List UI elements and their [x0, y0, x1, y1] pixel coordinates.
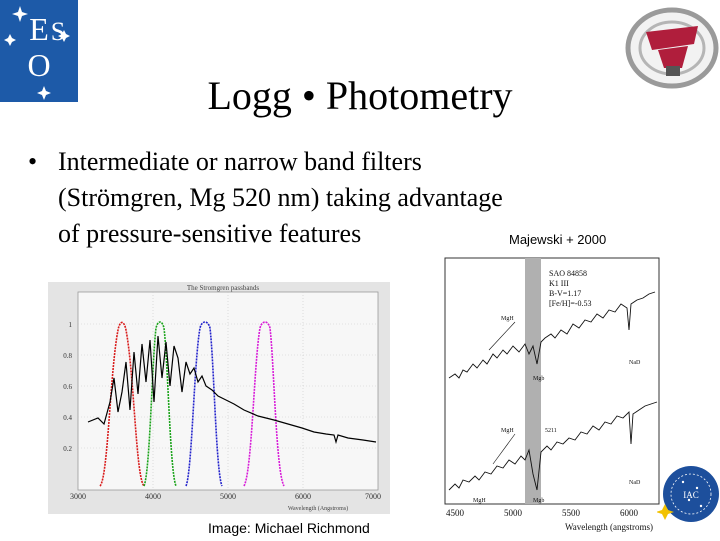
iac-logo-text: IAC [683, 490, 699, 500]
passband-b [185, 321, 223, 487]
y-tick-label: 0.6 [63, 383, 72, 391]
x-tick-label: 6000 [295, 492, 311, 501]
feature-label-nad: NaD [629, 360, 641, 366]
feature-label-mgb: Mgb [533, 376, 544, 382]
slide-title: Logg • Photometry [207, 73, 513, 118]
star-icon [656, 504, 674, 520]
bullet-point: • Intermediate or narrow band filters (S… [28, 144, 648, 252]
x-axis-label: Wavelength (Angstroms) [288, 505, 348, 512]
bullet-marker: • [28, 147, 38, 176]
feature-label-5211: 5211 [545, 428, 557, 434]
star-icon [4, 6, 70, 100]
bullet-line-1: Intermediate or narrow band filters [58, 147, 422, 176]
sao-spectrum-figure: SAO 84858 K1 III B-V=1.17 [Fe/H]=-0.53 M… [433, 254, 661, 536]
eso-letter-e: E [29, 11, 49, 47]
eso-letter-o: O [27, 47, 50, 83]
iac-logo: IAC [656, 452, 720, 534]
x-tick-label: 4500 [446, 508, 465, 518]
spectrum-upper [448, 291, 656, 379]
x-axis-label: Wavelength (angstroms) [565, 522, 653, 532]
feature-label-nad: NaD [629, 480, 641, 486]
credit-richmond: Image: Michael Richmond [208, 520, 370, 536]
feature-label-mgh: MgH [473, 498, 486, 504]
x-tick-label: 5500 [562, 508, 581, 518]
passband-v [143, 321, 177, 487]
feature-label-mgh: MgH [501, 428, 514, 434]
passband-y [243, 321, 285, 487]
eso-letter-s: S [51, 17, 65, 46]
x-tick-label: 6000 [620, 508, 639, 518]
feature-label-mgb: Mgb [533, 498, 544, 504]
bullet-line-3: of pressure-sensitive features [58, 219, 362, 248]
y-tick-label: 1 [69, 321, 73, 329]
star-info-line: B-V=1.17 [549, 289, 581, 298]
x-tick-label: 4000 [145, 492, 161, 501]
eso-logo: E S O [0, 0, 78, 102]
spectrum-lower [448, 401, 658, 491]
star-info-line: [Fe/H]=-0.53 [549, 299, 592, 308]
bullet-line-2: (Strömgren, Mg 520 nm) taking advantage [58, 183, 503, 212]
stellar-spectrum [87, 335, 377, 445]
star-info-line: K1 III [549, 279, 569, 288]
mgb-band-highlight [525, 258, 541, 504]
x-tick-label: 5000 [504, 508, 523, 518]
plot-title: The Stromgren passbands [187, 284, 260, 292]
mpia-logo [618, 2, 720, 94]
stromgren-passbands-figure: The Stromgren passbands 1 0.8 0.6 0.4 0.… [48, 282, 390, 514]
y-tick-label: 0.4 [63, 414, 72, 422]
feature-label-mgh: MgH [501, 316, 514, 322]
passband-u [99, 321, 145, 487]
star-info-line: SAO 84858 [549, 269, 587, 278]
y-tick-label: 0.8 [63, 352, 72, 360]
x-tick-label: 3000 [70, 492, 86, 501]
x-tick-label: 5000 [220, 492, 236, 501]
credit-majewski: Majewski + 2000 [509, 232, 607, 247]
y-tick-label: 0.2 [63, 445, 72, 453]
x-tick-label: 7000 [365, 492, 381, 501]
